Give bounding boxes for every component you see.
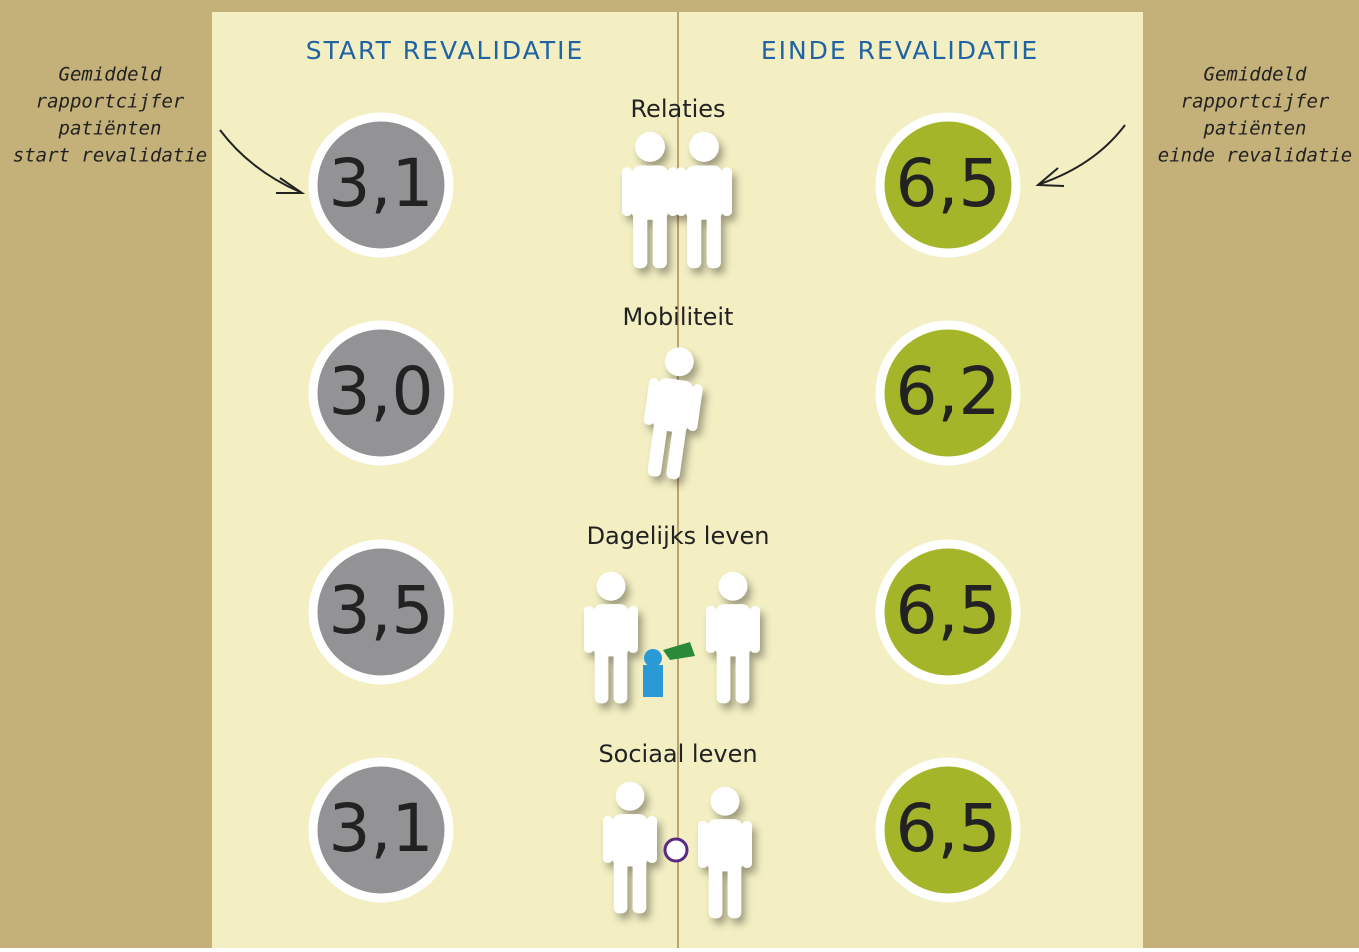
row-label: Relaties xyxy=(630,95,725,123)
annotation-end: rapportcijfer xyxy=(1181,91,1330,113)
score-start: 3,1 xyxy=(329,790,434,867)
annotation-end: patiënten xyxy=(1203,118,1307,140)
annotation-end: einde revalidatie xyxy=(1158,145,1352,167)
arrow xyxy=(1039,124,1126,185)
arrow-head xyxy=(276,177,306,194)
row-label: Mobiliteit xyxy=(623,303,734,331)
score-start: 3,1 xyxy=(329,145,434,222)
score-circle-start xyxy=(308,757,454,903)
arrow-head xyxy=(1035,167,1065,187)
arrow xyxy=(219,129,301,193)
score-circle-start xyxy=(308,112,454,258)
annotation-start: rapportcijfer xyxy=(36,91,185,113)
row-label: Sociaal leven xyxy=(598,740,757,768)
annotation-start: Gemiddeld xyxy=(59,64,163,86)
score-end: 6,5 xyxy=(896,790,1001,867)
header-end: EINDE REVALIDATIE xyxy=(761,36,1039,65)
score-circle-end xyxy=(875,320,1021,466)
score-start: 3,5 xyxy=(329,572,434,649)
score-circle-end xyxy=(875,757,1021,903)
score-circle-end xyxy=(875,539,1021,685)
header-start: START REVALIDATIE xyxy=(306,36,585,65)
row-label: Dagelijks leven xyxy=(587,522,770,550)
score-start: 3,0 xyxy=(329,353,434,430)
annotation-start: start revalidatie xyxy=(13,145,207,167)
annotation-start: patiënten xyxy=(58,118,162,140)
annotation-end: Gemiddeld xyxy=(1204,64,1308,86)
icon-flower xyxy=(644,649,662,667)
score-circle-start xyxy=(308,320,454,466)
score-circle-start xyxy=(308,539,454,685)
icon-can xyxy=(663,642,695,660)
score-end: 6,5 xyxy=(896,572,1001,649)
icon-ball xyxy=(663,837,689,863)
score-end: 6,2 xyxy=(896,353,1001,430)
icon-plant xyxy=(643,665,663,697)
score-end: 6,5 xyxy=(896,145,1001,222)
score-circle-end xyxy=(875,112,1021,258)
